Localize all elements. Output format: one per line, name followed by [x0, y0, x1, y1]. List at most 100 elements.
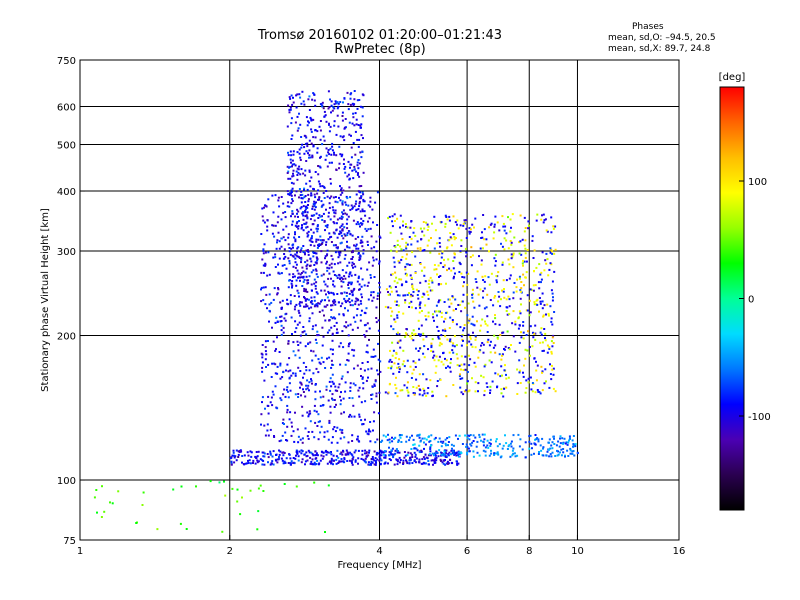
data-point: [280, 329, 283, 332]
data-point: [340, 285, 343, 288]
data-point: [377, 319, 380, 322]
data-point: [261, 356, 264, 359]
data-point: [303, 372, 306, 375]
data-point: [313, 461, 316, 464]
data-point: [361, 106, 364, 109]
data-point: [307, 98, 310, 101]
data-point: [396, 460, 399, 463]
data-point: [445, 455, 448, 458]
data-point: [375, 250, 378, 253]
data-point: [312, 144, 315, 147]
data-point: [305, 303, 308, 306]
data-point: [435, 268, 438, 271]
data-point: [476, 286, 479, 289]
data-point: [511, 454, 514, 457]
data-point: [361, 245, 364, 248]
data-point: [394, 383, 397, 386]
data-point: [524, 441, 527, 444]
data-point: [396, 294, 399, 297]
data-point: [330, 153, 333, 156]
data-point: [422, 338, 425, 341]
data-point: [321, 185, 324, 188]
data-point: [544, 332, 547, 335]
data-point: [351, 397, 354, 400]
data-point: [294, 261, 297, 264]
data-point: [350, 289, 353, 292]
data-point: [524, 256, 527, 259]
data-point: [390, 273, 393, 276]
data-point: [295, 303, 298, 306]
data-point: [320, 425, 323, 428]
data-point: [307, 204, 309, 206]
data-point: [346, 197, 349, 200]
data-point: [274, 363, 277, 366]
data-point: [275, 348, 277, 351]
data-point: [405, 257, 408, 260]
data-point: [377, 412, 380, 415]
data-point: [421, 458, 424, 461]
data-point: [421, 296, 424, 298]
data-point: [359, 241, 362, 244]
data-point: [313, 481, 316, 484]
data-point: [470, 343, 473, 346]
data-point: [306, 232, 309, 235]
data-point: [366, 284, 369, 287]
data-point: [370, 398, 373, 400]
data-point: [352, 288, 355, 291]
data-point: [329, 389, 332, 392]
data-point: [295, 451, 298, 453]
data-point: [283, 253, 286, 255]
data-point: [345, 203, 348, 206]
data-point: [292, 457, 295, 459]
data-point: [440, 440, 442, 443]
data-point: [336, 236, 339, 239]
data-point: [552, 296, 554, 299]
data-point: [557, 453, 560, 456]
data-point: [306, 411, 309, 414]
data-point: [480, 237, 483, 239]
data-point: [397, 340, 400, 343]
data-point: [313, 409, 316, 412]
data-point: [302, 229, 305, 232]
data-point: [393, 318, 396, 321]
data-point: [462, 222, 465, 225]
data-point: [534, 284, 537, 287]
data-point: [446, 246, 449, 249]
data-point: [282, 393, 285, 396]
data-point: [487, 338, 490, 341]
data-point: [338, 345, 341, 348]
data-point: [351, 304, 354, 307]
data-point: [416, 434, 419, 437]
data-point: [424, 462, 427, 465]
data-point: [421, 249, 424, 252]
data-point: [280, 399, 283, 402]
data-point: [354, 130, 357, 133]
data-point: [312, 255, 315, 258]
data-point: [304, 142, 307, 145]
data-point: [276, 292, 279, 295]
data-point: [432, 316, 435, 319]
data-point: [264, 340, 267, 343]
data-point: [277, 231, 280, 234]
data-point: [365, 430, 368, 433]
data-point: [395, 376, 397, 379]
data-point: [535, 438, 538, 441]
data-point: [533, 332, 536, 335]
data-point: [534, 324, 537, 327]
data-point: [441, 461, 444, 464]
data-point: [314, 338, 317, 341]
data-point: [323, 280, 326, 283]
data-point: [409, 334, 412, 337]
data-point: [317, 189, 320, 192]
data-point: [524, 391, 527, 394]
data-point: [390, 290, 393, 293]
data-point: [330, 326, 333, 329]
data-point: [296, 174, 299, 176]
data-point: [323, 431, 326, 434]
data-point: [408, 263, 411, 266]
data-point: [286, 172, 289, 174]
data-point: [327, 215, 330, 218]
data-point: [412, 288, 415, 290]
data-point: [297, 215, 299, 218]
data-point: [503, 237, 506, 240]
